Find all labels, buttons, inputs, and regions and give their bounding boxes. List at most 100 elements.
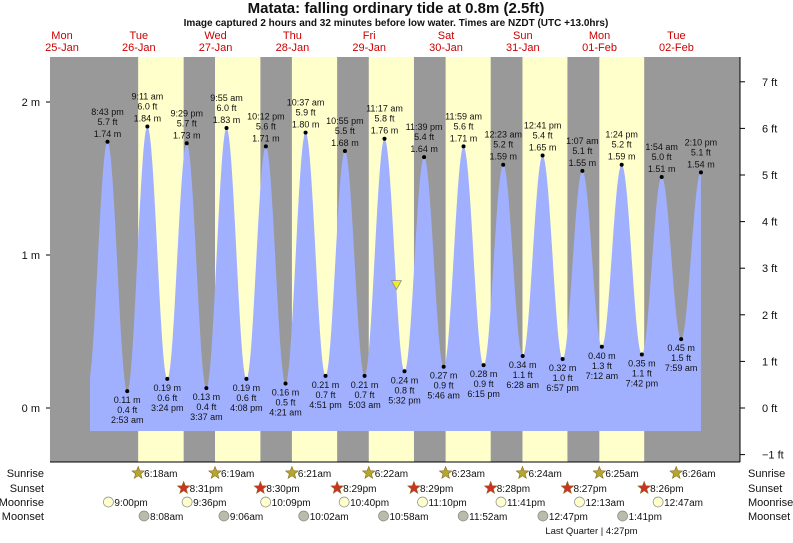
- tide-low-dot: [283, 381, 288, 386]
- sunrise-star-icon: [361, 465, 376, 479]
- tide-meters: 0.11 m: [114, 395, 141, 405]
- tide-feet: 0.9 ft: [434, 381, 455, 391]
- moonrise-moon-icon: [181, 496, 193, 508]
- tide-low-dot: [125, 389, 130, 394]
- tide-meters: 1.55 m: [569, 158, 597, 168]
- sunset-star-icon: [483, 480, 498, 494]
- tide-feet: 5.1 ft: [572, 146, 593, 156]
- moonrise-row-label-right: Moonrise: [748, 497, 793, 509]
- moonrise-time: 11:10pm: [429, 498, 467, 509]
- current-level-marker: [390, 280, 402, 291]
- tide-high-dot: [461, 144, 466, 149]
- sunset-time: 8:29pm: [420, 484, 453, 495]
- tide-high-dot: [698, 170, 703, 175]
- tide-area: [90, 126, 701, 431]
- tide-low-dot: [244, 376, 249, 381]
- sunrise-time: 6:23am: [452, 469, 485, 480]
- tide-high-dot: [501, 162, 506, 167]
- tide-feet: 0.6 ft: [236, 393, 257, 403]
- sunset-star-icon: [330, 480, 345, 494]
- tide-time: 11:59 am: [445, 111, 482, 121]
- day-date: 26-Jan: [122, 42, 156, 54]
- tide-feet: 5.4 ft: [533, 131, 554, 141]
- tide-low-dot: [441, 364, 446, 369]
- tide-meters: 0.21 m: [351, 380, 379, 390]
- sunrise-time: 6:26am: [682, 469, 715, 480]
- left-axis-label: 0 m: [22, 403, 40, 415]
- moonset-time: 9:06am: [230, 512, 263, 523]
- tide-time: 9:29 pm: [170, 108, 203, 118]
- tide-time: 3:37 am: [190, 412, 223, 422]
- sunset-star-icon: [560, 480, 575, 494]
- tide-low-dot: [639, 352, 644, 357]
- tide-feet: 1.3 ft: [592, 361, 613, 371]
- tide-high-dot: [540, 153, 545, 158]
- tide-fill: [90, 126, 701, 431]
- tide-low-dot: [402, 369, 407, 374]
- day-weekday: Tue: [130, 30, 149, 42]
- tide-feet: 5.2 ft: [493, 140, 514, 150]
- right-axis-label: 3 ft: [762, 263, 777, 275]
- tide-meters: 0.27 m: [430, 371, 458, 381]
- moonset-time: 1:41pm: [629, 512, 662, 523]
- moonset-moon-icon: [537, 510, 549, 522]
- sunset-row-label-left: Sunset: [10, 483, 44, 495]
- tide-feet: 0.4 ft: [117, 405, 138, 415]
- moonset-moon-icon: [138, 510, 150, 522]
- day-weekday: Sun: [513, 30, 533, 42]
- chart-title: Matata: falling ordinary tide at 0.8m (2…: [248, 0, 545, 17]
- tide-time: 1:24 pm: [605, 130, 638, 140]
- moonset-moon-icon: [378, 510, 389, 522]
- chart-subtitle: Image captured 2 hours and 32 minutes be…: [184, 18, 609, 29]
- tide-feet: 5.7 ft: [177, 118, 198, 128]
- sun-moon-rows: Sunrise Sunrise Sunset Sunset Moonrise Moonri…: [0, 465, 793, 537]
- tide-time: 4:51 pm: [309, 400, 342, 410]
- sunrise-star-icon: [515, 465, 530, 479]
- tide-meters: 1.84 m: [134, 113, 162, 123]
- tide-meters: 0.40 m: [588, 351, 616, 361]
- moonset-time: 11:52am: [469, 512, 507, 523]
- sunset-time: 8:28pm: [497, 484, 530, 495]
- sunrise-time: 6:24am: [528, 469, 561, 480]
- sunrise-star-icon: [592, 465, 607, 479]
- sunset-star-icon: [637, 480, 652, 494]
- tide-feet: 0.5 ft: [276, 398, 297, 408]
- tide-feet: 1.0 ft: [553, 373, 574, 383]
- tide-meters: 0.45 m: [667, 343, 695, 353]
- sunset-time: 8:30pm: [266, 484, 299, 495]
- tide-feet: 5.6 ft: [454, 121, 475, 131]
- tide-low-dot: [165, 376, 170, 381]
- moonrise-time: 10:40pm: [350, 498, 389, 509]
- day-date: 01-Feb: [582, 42, 617, 54]
- tide-time: 9:55 am: [210, 93, 243, 103]
- tide-time: 11:17 am: [366, 104, 403, 114]
- moonrise-time: 9:36pm: [193, 498, 226, 509]
- tide-meters: 0.28 m: [470, 369, 498, 379]
- tide-low-dot: [560, 357, 565, 362]
- moonrise-moon-icon: [260, 496, 272, 508]
- tide-low-dot: [204, 386, 209, 391]
- moonset-time: 10:58am: [389, 512, 428, 523]
- tide-time: 7:12 am: [586, 371, 619, 381]
- sunset-time: 8:29pm: [343, 484, 376, 495]
- tide-meters: 0.16 m: [272, 388, 300, 398]
- sunset-time: 8:31pm: [190, 484, 223, 495]
- tide-meters: 0.19 m: [154, 383, 182, 393]
- tide-meters: 1.73 m: [173, 130, 201, 140]
- tide-high-dot: [105, 139, 110, 144]
- day-date: 25-Jan: [45, 42, 79, 54]
- tide-feet: 0.4 ft: [196, 402, 217, 412]
- day-labels: Mon25-JanTue26-JanWed27-JanThu28-JanFri2…: [45, 30, 694, 54]
- moonset-time: 10:02am: [310, 512, 349, 523]
- tide-meters: 1.68 m: [331, 138, 359, 148]
- tide-time: 10:37 am: [287, 98, 325, 108]
- tide-meters: 0.34 m: [509, 360, 537, 370]
- moonrise-time: 10:09pm: [272, 498, 311, 509]
- tide-meters: 0.24 m: [391, 375, 419, 385]
- right-axis-label: 2 ft: [762, 310, 777, 322]
- tide-time: 6:57 pm: [546, 383, 579, 393]
- tide-meters: 0.35 m: [628, 358, 656, 368]
- tide-meters: 1.71 m: [450, 133, 478, 143]
- tide-time: 11:39 pm: [406, 122, 443, 132]
